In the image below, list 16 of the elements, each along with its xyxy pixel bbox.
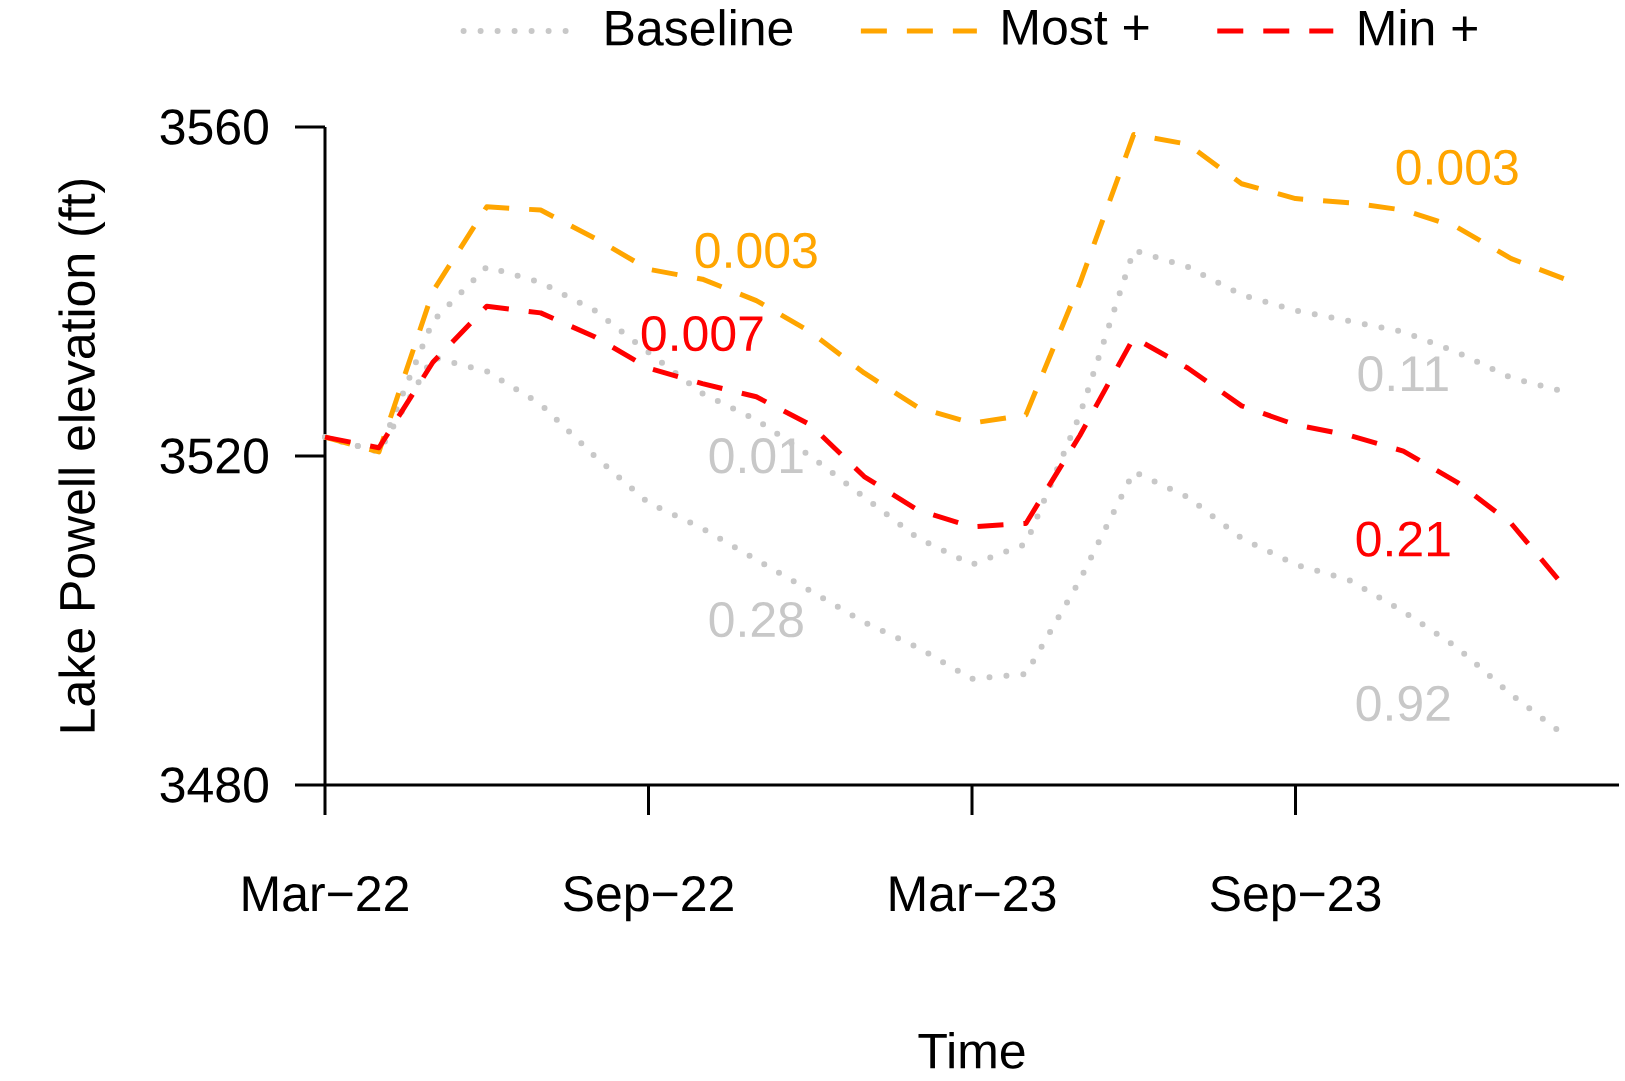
y-axis-title: Lake Powell elevation (ft) bbox=[58, 179, 105, 732]
y-tick-label: 3480 bbox=[160, 767, 268, 803]
annotation: 0.007 bbox=[641, 315, 763, 352]
legend-label: Baseline bbox=[606, 9, 793, 46]
annotation: 0.003 bbox=[695, 232, 817, 269]
x-tick-label: Sep−23 bbox=[1210, 876, 1381, 922]
x-axis-title: Time bbox=[918, 1032, 1025, 1069]
x-tick-label: Sep−22 bbox=[563, 876, 733, 922]
legend-label: Most + bbox=[1003, 9, 1149, 45]
y-tick-label: 3560 bbox=[160, 109, 268, 145]
x-tick-label: Mar−23 bbox=[890, 876, 1056, 912]
legend-label: Min + bbox=[1359, 9, 1477, 46]
y-tick-label: 3520 bbox=[160, 438, 268, 474]
annotation: 0.21 bbox=[1356, 521, 1450, 557]
x-tick-label: Mar−22 bbox=[243, 876, 408, 912]
annotation: 0.003 bbox=[1396, 149, 1518, 186]
